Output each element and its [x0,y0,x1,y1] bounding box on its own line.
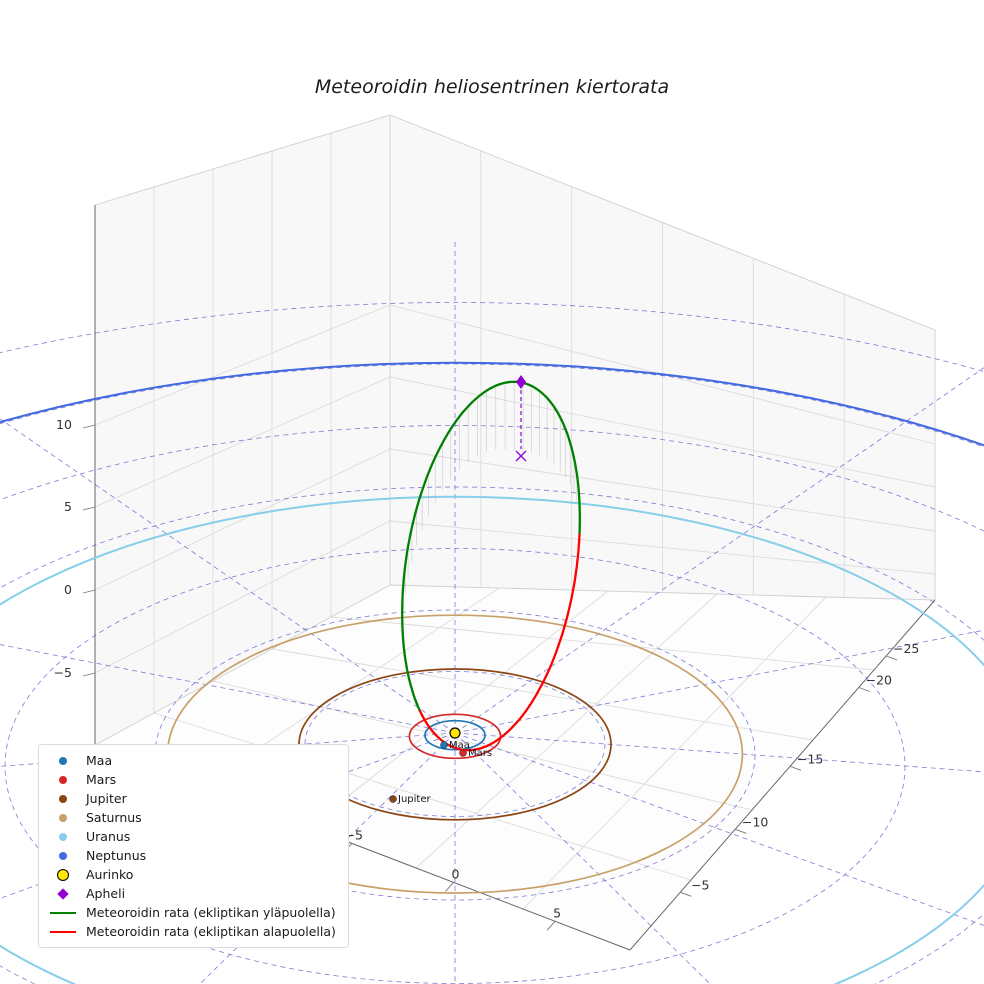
legend-item-label: Meteoroidin rata (ekliptikan yläpuolella… [86,905,336,920]
legend-dot-icon [59,851,67,860]
pane-walls [95,115,935,950]
x-tick-label: 0 [452,866,460,881]
axes-box-edges [94,114,936,951]
legend-item-uranus: Uranus [47,827,336,846]
z-tick-label: 10 [56,417,72,432]
legend-item-label: Apheli [86,886,126,901]
legend-sun-icon [57,868,69,881]
legend-line-icon [50,930,76,933]
z-tick-label: −5 [54,665,72,680]
meteoroid-orbit-above-ecliptic [401,380,581,713]
legend: Maa Mars Jupiter Saturnus Uranus Neptunus Auri… [38,744,349,948]
legend-item-label: Saturnus [86,810,142,825]
label-maa: Maa [449,740,470,751]
legend-item-label: Maa [86,753,113,768]
legend-item-meteoroidin: Meteoroidin rata (ekliptikan yläpuolella… [47,903,336,922]
plot-title: Meteoroidin heliosentrinen kiertorata [314,76,670,98]
marker-mars [459,749,467,757]
legend-item-mars: Mars [47,770,336,789]
legend-dot-icon [59,794,67,803]
orbit-maa [424,719,486,751]
legend-dot-icon [59,775,67,784]
label-mars: Mars [468,748,492,759]
legend-dot-icon [59,813,67,822]
orbit-uranus [0,495,984,984]
aphelion-group [515,375,527,462]
pane-gridlines [94,133,936,910]
label-jupiter: Jupiter [397,794,431,805]
legend-item-maa: Maa [47,751,336,770]
legend-dot-icon [59,832,67,841]
y-tick-label: −15 [797,751,823,766]
marker-jupiter [389,795,397,803]
y-tick-label: −20 [866,673,892,688]
legend-item-aurinko: Aurinko [47,865,336,884]
legend-item-label: Mars [86,772,117,787]
y-tick-label: −10 [742,814,768,829]
legend-item-apheli: Apheli [47,884,336,903]
y-tick-label: −5 [691,877,709,892]
marker-maa [440,741,448,749]
legend-item-label: Jupiter [86,791,127,806]
aphelion-diamond-marker [516,375,526,389]
legend-item-meteoroidin: Meteoroidin rata (ekliptikan alapuolella… [47,922,336,941]
orbit-neptunus [0,361,984,447]
legend-item-label: Uranus [86,829,131,844]
legend-item-jupiter: Jupiter [47,789,336,808]
legend-diamond-icon [57,887,69,900]
legend-item-saturnus: Saturnus [47,808,336,827]
legend-item-label: Neptunus [86,848,147,863]
legend-item-label: Aurinko [86,867,134,882]
x-tick-label: −5 [345,827,363,842]
legend-item-label: Meteoroidin rata (ekliptikan alapuolella… [86,924,336,939]
legend-line-icon [50,911,76,914]
legend-dot-icon [59,756,67,765]
y-tick-label: −25 [893,641,919,656]
z-tick-label: 5 [64,499,72,514]
sun-marker [449,727,461,739]
z-tick-label: 0 [64,582,72,597]
projection-stems [402,381,581,611]
x-tick-label: 5 [553,905,561,920]
legend-item-neptunus: Neptunus [47,846,336,865]
